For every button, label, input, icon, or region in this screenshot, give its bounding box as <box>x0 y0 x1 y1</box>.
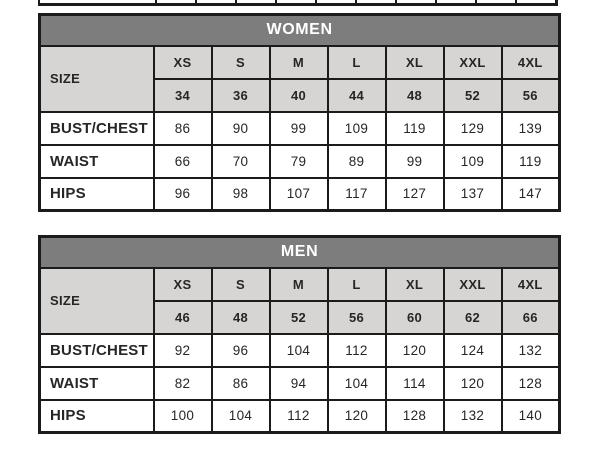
measurement-value-cell: 99 <box>384 143 445 179</box>
men-size-table: MEN SIZE XS S M L XL XXL 4XL 46 48 52 56… <box>38 235 562 434</box>
size-number-cell: 48 <box>210 299 271 335</box>
measurement-value-cell: 96 <box>210 332 271 368</box>
measurement-row: WAIST 82 86 94 104 114 120 128 <box>38 365 561 401</box>
size-code-cell: L <box>326 44 387 80</box>
size-number-cell: 52 <box>442 77 503 113</box>
measurement-value-cell: 86 <box>152 110 213 146</box>
measurement-row: BUST/CHEST 92 96 104 112 120 124 132 <box>38 332 561 368</box>
measurement-value-cell: 79 <box>268 143 329 179</box>
size-code-cell: L <box>326 266 387 302</box>
measurement-value-cell: 120 <box>384 332 445 368</box>
size-number-cell: 56 <box>500 77 561 113</box>
measurement-value-cell: 120 <box>442 365 503 401</box>
size-code-cell: XS <box>152 44 213 80</box>
measurement-row-label: WAIST <box>38 143 155 179</box>
measurement-row-label: BUST/CHEST <box>38 332 155 368</box>
measurement-value-cell: 114 <box>384 365 445 401</box>
measurement-value-cell: 99 <box>268 110 329 146</box>
measurement-value-cell: 112 <box>326 332 387 368</box>
size-number-cell: 62 <box>442 299 503 335</box>
measurement-value-cell: 96 <box>152 176 213 212</box>
measurement-value-cell: 129 <box>442 110 503 146</box>
measurement-value-cell: 90 <box>210 110 271 146</box>
size-number-cell: 66 <box>500 299 561 335</box>
measurement-row: BUST/CHEST 86 90 99 109 119 129 139 <box>38 110 561 146</box>
measurement-value-cell: 137 <box>442 176 503 212</box>
measurement-row-label: BUST/CHEST <box>38 110 155 146</box>
measurement-value-cell: 104 <box>268 332 329 368</box>
measurement-value-cell: 109 <box>326 110 387 146</box>
measurement-value-cell: 140 <box>500 398 561 434</box>
size-code-cell: XXL <box>442 266 503 302</box>
size-numbers-row: 34 36 40 44 48 52 56 <box>40 77 561 113</box>
measurement-value-cell: 107 <box>268 176 329 212</box>
size-number-cell: 36 <box>210 77 271 113</box>
size-number-cell: 34 <box>152 77 213 113</box>
measurement-row-label: HIPS <box>38 398 155 434</box>
measurement-value-cell: 124 <box>442 332 503 368</box>
size-row-label: SIZE <box>38 266 155 335</box>
size-code-cell: 4XL <box>500 44 561 80</box>
measurement-value-cell: 94 <box>268 365 329 401</box>
table-header-row: WOMEN <box>38 13 561 47</box>
measurement-value-cell: 66 <box>152 143 213 179</box>
size-number-cell: 44 <box>326 77 387 113</box>
women-size-table: WOMEN SIZE XS S M L XL XXL 4XL 34 36 40 … <box>38 13 562 212</box>
size-number-cell: 48 <box>384 77 445 113</box>
size-codes-row: SIZE XS S M L XL XXL 4XL <box>38 44 561 113</box>
measurement-value-cell: 112 <box>268 398 329 434</box>
measurement-value-cell: 128 <box>384 398 445 434</box>
measurement-row-label: HIPS <box>38 176 155 212</box>
size-code-cell: XL <box>384 266 445 302</box>
measurement-value-cell: 82 <box>152 365 213 401</box>
size-number-cell: 52 <box>268 299 329 335</box>
measurement-value-cell: 119 <box>384 110 445 146</box>
measurement-row-label: WAIST <box>38 365 155 401</box>
measurement-value-cell: 86 <box>210 365 271 401</box>
size-code-cell: XXL <box>442 44 503 80</box>
measurement-value-cell: 104 <box>326 365 387 401</box>
size-number-cell: 60 <box>384 299 445 335</box>
table-title: MEN <box>38 235 561 269</box>
measurement-value-cell: 98 <box>210 176 271 212</box>
size-number-cell: 56 <box>326 299 387 335</box>
cropped-table-bottom-edge <box>38 0 558 6</box>
size-code-cell: S <box>210 44 271 80</box>
size-code-cell: M <box>268 266 329 302</box>
measurement-value-cell: 128 <box>500 365 561 401</box>
table-title: WOMEN <box>38 13 561 47</box>
size-code-cell: XS <box>152 266 213 302</box>
measurement-value-cell: 132 <box>442 398 503 434</box>
size-code-cell: M <box>268 44 329 80</box>
size-row-label: SIZE <box>38 44 155 113</box>
measurement-value-cell: 100 <box>152 398 213 434</box>
measurement-row: HIPS 96 98 107 117 127 137 147 <box>38 176 561 212</box>
measurement-value-cell: 109 <box>442 143 503 179</box>
size-code-cell: S <box>210 266 271 302</box>
measurement-row: HIPS 100 104 112 120 128 132 140 <box>38 398 561 434</box>
measurement-value-cell: 147 <box>500 176 561 212</box>
measurement-value-cell: 139 <box>500 110 561 146</box>
measurement-value-cell: 127 <box>384 176 445 212</box>
measurement-value-cell: 70 <box>210 143 271 179</box>
size-number-cell: 40 <box>268 77 329 113</box>
measurement-value-cell: 117 <box>326 176 387 212</box>
size-code-cell: 4XL <box>500 266 561 302</box>
size-codes-row: SIZE XS S M L XL XXL 4XL <box>38 266 561 335</box>
size-numbers-row: 46 48 52 56 60 62 66 <box>40 299 561 335</box>
measurement-value-cell: 89 <box>326 143 387 179</box>
measurement-value-cell: 104 <box>210 398 271 434</box>
measurement-value-cell: 92 <box>152 332 213 368</box>
measurement-value-cell: 132 <box>500 332 561 368</box>
measurement-value-cell: 119 <box>500 143 561 179</box>
table-header-row: MEN <box>38 235 561 269</box>
measurement-row: WAIST 66 70 79 89 99 109 119 <box>38 143 561 179</box>
size-number-cell: 46 <box>152 299 213 335</box>
size-code-cell: XL <box>384 44 445 80</box>
measurement-value-cell: 120 <box>326 398 387 434</box>
